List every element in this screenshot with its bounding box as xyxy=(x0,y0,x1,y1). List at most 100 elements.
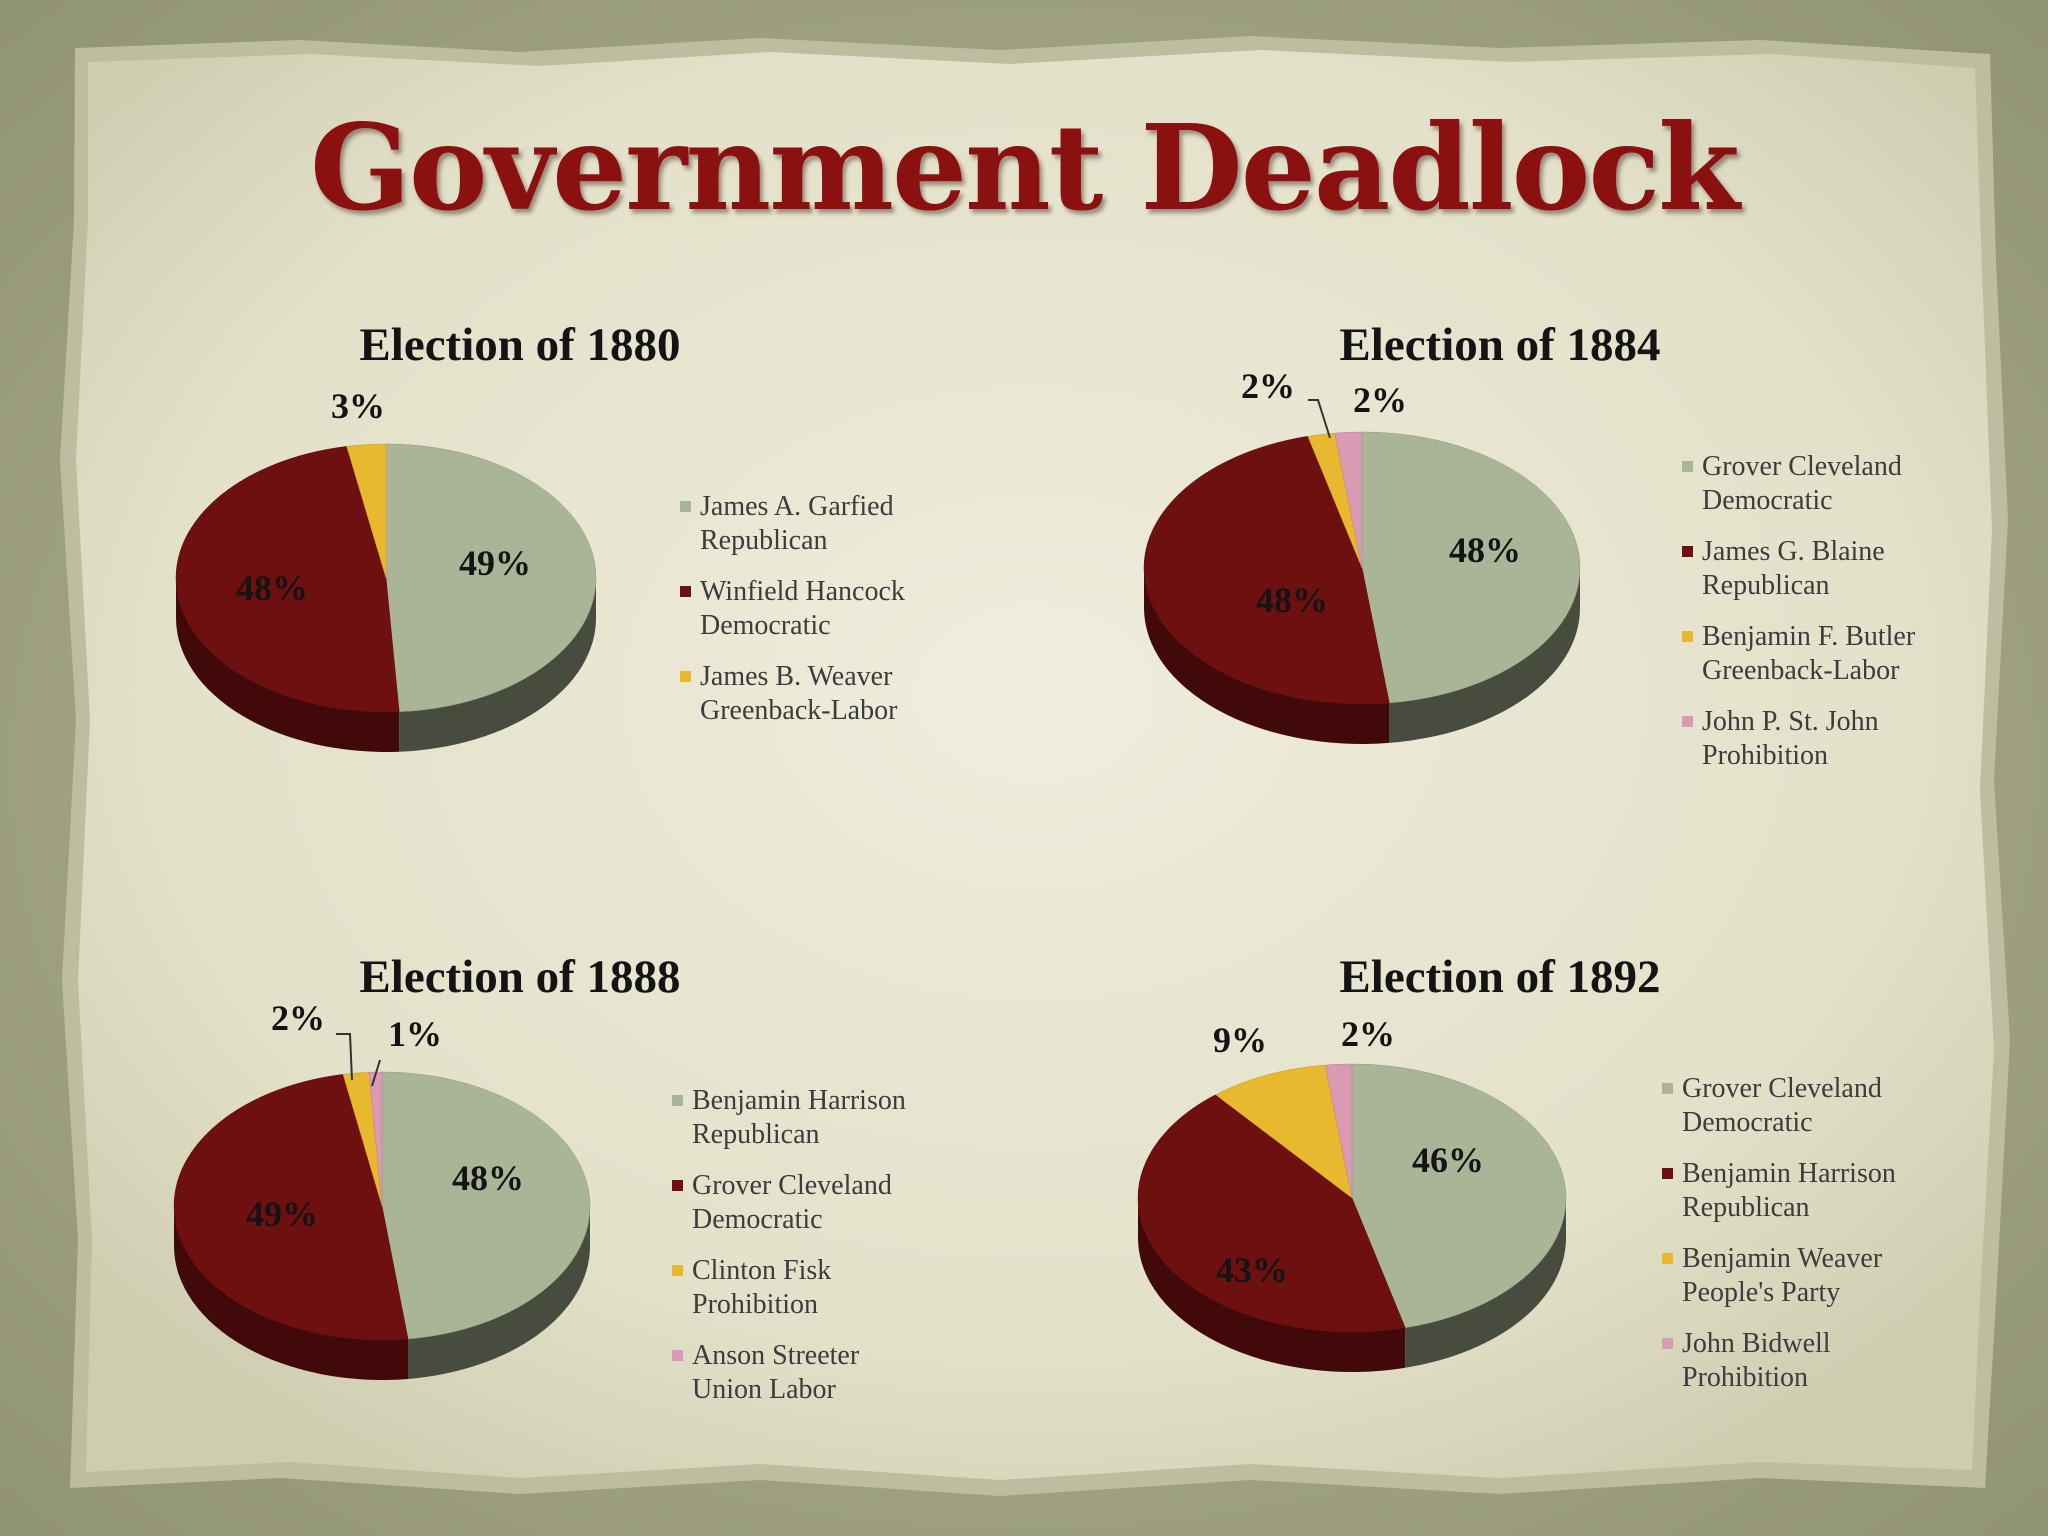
data-label-3: 2% xyxy=(1341,1014,1395,1054)
legend-party: Republican xyxy=(692,1119,820,1150)
data-label-1: 48% xyxy=(1256,580,1328,620)
legend-label: Benjamin Harrison Republican xyxy=(1682,1157,1896,1225)
legend-label: Grover Cleveland Democratic xyxy=(692,1169,892,1237)
legend-candidate: John P. St. John xyxy=(1702,706,1879,737)
data-label-0: 48% xyxy=(452,1158,524,1198)
legend-item: Anson Streeter Union Labor xyxy=(672,1339,906,1407)
legend-swatch xyxy=(672,1265,683,1276)
legend-candidate: Benjamin Harrison xyxy=(1682,1158,1896,1189)
legend-candidate: Grover Cleveland xyxy=(1682,1073,1882,1104)
pie-slice-2 xyxy=(346,443,387,579)
legend-1892: Grover Cleveland Democratic Benjamin Harri… xyxy=(1662,1072,1896,1412)
pie-side-0 xyxy=(1389,568,1580,743)
legend-party: Democratic xyxy=(700,610,831,641)
legend-label: John P. St. John Prohibition xyxy=(1702,705,1879,773)
chart-title-1880: Election of 1880 xyxy=(359,319,681,371)
leader-line-0 xyxy=(1308,399,1331,439)
legend-swatch xyxy=(1682,461,1693,472)
legend-swatch xyxy=(1662,1083,1673,1094)
legend-item: Benjamin Harrison Republican xyxy=(1662,1157,1896,1225)
data-label-1: 48% xyxy=(236,568,308,608)
pie-side-1 xyxy=(1137,1198,1406,1372)
legend-swatch xyxy=(680,586,691,597)
legend-candidate: Winfield Hancock xyxy=(700,576,905,607)
legend-label: James A. Garfied Republican xyxy=(700,490,894,558)
legend-label: Benjamin Harrison Republican xyxy=(692,1084,906,1152)
legend-candidate: Benjamin Weaver xyxy=(1682,1243,1883,1274)
legend-party: Democratic xyxy=(1702,485,1833,516)
pie-side-0 xyxy=(1405,1198,1566,1368)
pie-side-1 xyxy=(174,1206,409,1380)
pie-slice-0 xyxy=(381,1071,591,1340)
data-label-3: 1% xyxy=(388,1014,442,1054)
chart-title-1892: Election of 1892 xyxy=(1339,951,1661,1003)
legend-swatch xyxy=(1682,631,1693,642)
pie-slice-0 xyxy=(385,443,597,712)
data-label-1: 43% xyxy=(1216,1250,1288,1290)
legend-swatch xyxy=(680,671,691,682)
page-title: Government Deadlock xyxy=(310,98,1740,237)
legend-label: Benjamin F. Butler Greenback-Labor xyxy=(1702,620,1915,688)
legend-party: Greenback-Labor xyxy=(1702,655,1900,686)
pie-slice-1 xyxy=(175,446,400,713)
legend-item: Grover Cleveland Democratic xyxy=(672,1169,906,1237)
legend-label: James G. Blaine Republican xyxy=(1702,535,1885,603)
legend-label: Grover Cleveland Democratic xyxy=(1702,450,1902,518)
data-label-0: 48% xyxy=(1449,530,1521,570)
pie-slice-3 xyxy=(1334,431,1363,569)
legend-party: Democratic xyxy=(692,1204,823,1235)
legend-label: John Bidwell Prohibition xyxy=(1682,1327,1831,1395)
legend-item: James A. Garfied Republican xyxy=(680,490,905,558)
legend-swatch xyxy=(672,1350,683,1361)
legend-party: Greenback-Labor xyxy=(700,695,898,726)
pie-slice-0 xyxy=(1361,431,1581,704)
leader-line-1 xyxy=(371,1059,381,1087)
legend-label: Clinton Fisk Prohibition xyxy=(692,1254,831,1322)
legend-candidate: Clinton Fisk xyxy=(692,1255,832,1286)
legend-candidate: Grover Cleveland xyxy=(1702,451,1902,482)
legend-candidate: John Bidwell xyxy=(1682,1328,1831,1359)
legend-label: Grover Cleveland Democratic xyxy=(1682,1072,1882,1140)
data-label-0: 46% xyxy=(1412,1140,1484,1180)
pie-slice-2 xyxy=(1215,1064,1353,1199)
legend-label: James B. Weaver Greenback-Labor xyxy=(700,660,897,728)
pie-slice-3 xyxy=(1324,1063,1353,1199)
legend-item: Winfield Hancock Democratic xyxy=(680,575,905,643)
legend-party: People's Party xyxy=(1682,1277,1841,1308)
legend-party: Prohibition xyxy=(1682,1362,1809,1393)
chart-title-1888: Election of 1888 xyxy=(359,951,681,1003)
data-label-3: 2% xyxy=(1353,380,1407,420)
legend-item: John P. St. John Prohibition xyxy=(1682,705,1915,773)
pie-side-0 xyxy=(408,1206,590,1379)
legend-swatch xyxy=(672,1095,683,1106)
legend-party: Prohibition xyxy=(1702,740,1829,771)
legend-label: Benjamin Weaver People's Party xyxy=(1682,1242,1882,1310)
legend-candidate: Benjamin F. Butler xyxy=(1702,621,1916,652)
legend-swatch xyxy=(1662,1168,1673,1179)
pie-slice-1 xyxy=(1143,435,1390,705)
data-label-2: 3% xyxy=(331,386,385,426)
pie-1888: 48% 49% 2% 1% xyxy=(173,998,591,1380)
data-label-0: 49% xyxy=(459,543,531,583)
legend-candidate: James A. Garfied xyxy=(700,491,894,522)
legend-item: James B. Weaver Greenback-Labor xyxy=(680,660,905,728)
legend-candidate: Benjamin Harrison xyxy=(692,1085,906,1116)
pie-slice-0 xyxy=(1351,1063,1567,1329)
pie-slice-1 xyxy=(173,1074,409,1341)
data-label-2: 2% xyxy=(271,998,325,1038)
pie-1892: 46% 43% 9% 2% xyxy=(1137,1014,1567,1372)
legend-label: Winfield Hancock Democratic xyxy=(700,575,905,643)
legend-party: Union Labor xyxy=(692,1374,836,1405)
legend-candidate: James B. Weaver xyxy=(700,661,893,692)
leader-line-0 xyxy=(336,1033,353,1081)
legend-party: Republican xyxy=(700,525,828,556)
legend-swatch xyxy=(1682,716,1693,727)
chart-title-1884: Election of 1884 xyxy=(1339,319,1661,371)
legend-item: Grover Cleveland Democratic xyxy=(1682,450,1915,518)
pie-1884: 48% 48% 2% 2% xyxy=(1143,366,1581,744)
legend-item: James G. Blaine Republican xyxy=(1682,535,1915,603)
legend-party: Prohibition xyxy=(692,1289,819,1320)
legend-party: Republican xyxy=(1682,1192,1810,1223)
